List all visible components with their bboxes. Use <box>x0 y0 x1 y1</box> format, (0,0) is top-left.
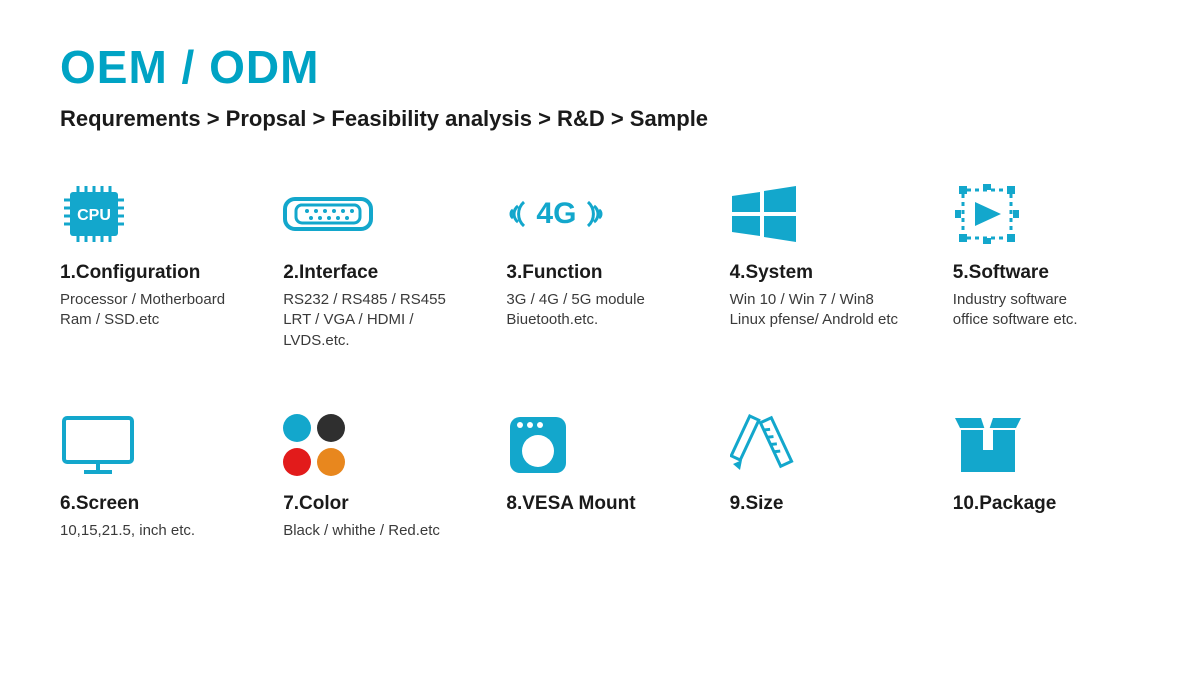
feature-grid: CPU 1.Configuration Processor / Motherbo… <box>60 180 1140 541</box>
feature-vesa: 8.VESA Mount <box>506 411 693 541</box>
feature-interface: 2.Interface RS232 / RS485 / RS455 LRT / … <box>283 180 470 351</box>
feature-system: 4.System Win 10 / Win 7 / Win8 Linux pfe… <box>730 180 917 351</box>
color-icon <box>283 411 470 479</box>
feature-desc: Processor / Motherboard Ram / SSD.etc <box>60 290 247 331</box>
breadcrumb: Requrements > Propsal > Feasibility anal… <box>60 106 1140 132</box>
feature-desc: RS232 / RS485 / RS455 LRT / VGA / HDMI /… <box>283 290 470 351</box>
feature-package: 10.Package <box>953 411 1140 541</box>
feature-desc: Industry software office software etc. <box>953 290 1140 331</box>
feature-desc: 10,15,21.5, inch etc. <box>60 521 247 541</box>
feature-desc: 3G / 4G / 5G module Biuetooth.etc. <box>506 290 693 331</box>
vesa-icon <box>506 411 693 479</box>
svg-text:CPU: CPU <box>77 207 111 224</box>
feature-title: 10.Package <box>953 493 1140 515</box>
feature-title: 4.System <box>730 262 917 284</box>
feature-title: 7.Color <box>283 493 470 515</box>
color-dot <box>283 414 311 442</box>
feature-software: 5.Software Industry software office soft… <box>953 180 1140 351</box>
feature-function: 4G 3.Function 3G / 4G / 5G module Biueto… <box>506 180 693 351</box>
color-dot <box>317 448 345 476</box>
cpu-icon: CPU <box>60 180 247 248</box>
feature-title: 6.Screen <box>60 493 247 515</box>
feature-color: 7.Color Black / whithe / Red.etc <box>283 411 470 541</box>
4g-label: 4G <box>536 197 576 231</box>
feature-desc: Win 10 / Win 7 / Win8 Linux pfense/ Andr… <box>730 290 917 331</box>
port-icon <box>283 180 470 248</box>
feature-title: 5.Software <box>953 262 1140 284</box>
feature-configuration: CPU 1.Configuration Processor / Motherbo… <box>60 180 247 351</box>
color-dot <box>317 414 345 442</box>
package-icon <box>953 411 1140 479</box>
feature-desc: Black / whithe / Red.etc <box>283 521 470 541</box>
color-dot <box>283 448 311 476</box>
software-icon <box>953 180 1140 248</box>
4g-icon: 4G <box>506 180 693 248</box>
feature-title: 2.Interface <box>283 262 470 284</box>
feature-title: 3.Function <box>506 262 693 284</box>
windows-icon <box>730 180 917 248</box>
feature-title: 1.Configuration <box>60 262 247 284</box>
feature-title: 9.Size <box>730 493 917 515</box>
feature-screen: 6.Screen 10,15,21.5, inch etc. <box>60 411 247 541</box>
page-title: OEM / ODM <box>60 40 1140 94</box>
screen-icon <box>60 411 247 479</box>
feature-title: 8.VESA Mount <box>506 493 693 515</box>
feature-size: 9.Size <box>730 411 917 541</box>
size-icon <box>730 411 917 479</box>
